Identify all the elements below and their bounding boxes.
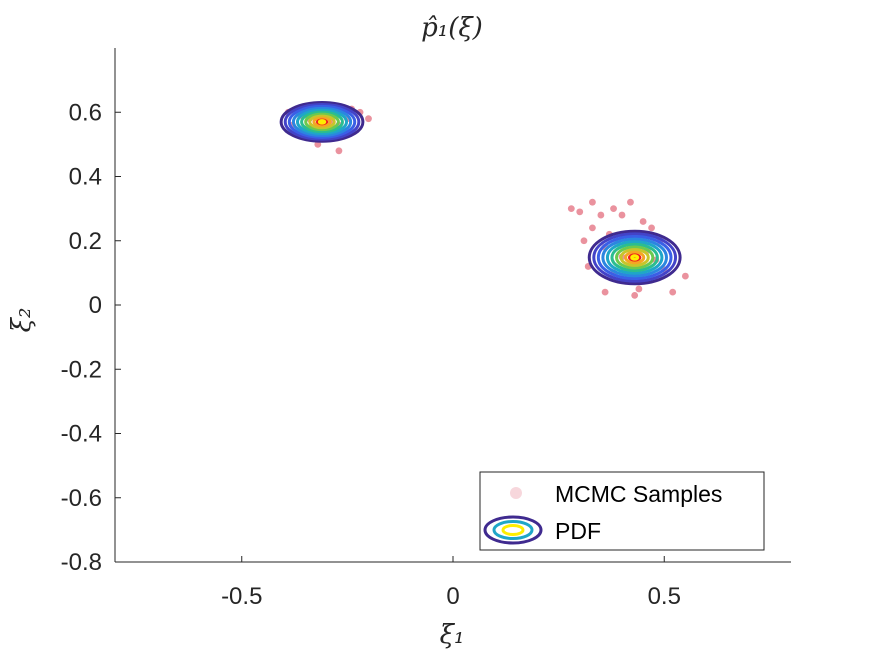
- y-tick-label: -0.2: [61, 356, 102, 383]
- legend-marker-pdf-inner: [501, 524, 525, 536]
- mcmc-sample-point: [597, 211, 605, 219]
- pdf-contour-level: [300, 110, 344, 134]
- pdf-contour-level: [308, 114, 336, 130]
- pdf-contour-level: [601, 237, 668, 278]
- mcmc-sample-point: [639, 218, 647, 225]
- pdf-contour-peak: [630, 254, 640, 261]
- pdf-contour-peak: [317, 119, 327, 125]
- mcmc-sample-point: [635, 285, 643, 293]
- legend-marker-samples: [510, 487, 522, 499]
- mcmc-sample-point: [627, 198, 634, 206]
- chart-title: p̂₁(ξ): [421, 13, 483, 43]
- x-tick-label: -0.5: [221, 583, 262, 610]
- mcmc-sample-point: [580, 237, 588, 245]
- pdf-contour-level: [615, 245, 655, 270]
- mcmc-sample-point: [365, 115, 372, 123]
- y-tick-label: 0.2: [69, 228, 102, 255]
- y-tick-label: 0.4: [69, 164, 102, 191]
- pdf-contour-level: [592, 232, 678, 283]
- x-axis-label: ξ₁: [440, 620, 465, 650]
- y-tick-label: -0.6: [61, 485, 102, 512]
- mcmc-sample-point: [335, 147, 343, 155]
- mcmc-sample-point: [669, 288, 677, 296]
- pdf-contour-level: [287, 104, 357, 139]
- mcmc-sample-point: [601, 288, 609, 296]
- y-axis-label: ξ₂: [7, 308, 37, 333]
- mcmc-sample-point: [589, 198, 596, 206]
- y-tick-label: 0: [89, 292, 102, 319]
- pdf-contour-level: [610, 242, 659, 273]
- y-tick-label: 0.6: [69, 99, 102, 126]
- plot-area: [279, 101, 689, 299]
- pdf-contour-level: [596, 234, 673, 280]
- axes: -0.5 0 0.5 -0.8 -0.6 -0.4 -0.2 0 0.2 0.4 0.6: [61, 48, 791, 610]
- legend-marker-pdf-middle: [492, 520, 534, 540]
- legend: MCMC Samples PDF: [479, 471, 765, 551]
- pdf-contour-level: [605, 240, 664, 275]
- legend-box: [479, 471, 765, 551]
- legend-label-pdf: PDF: [555, 518, 601, 544]
- mcmc-sample-point: [567, 205, 575, 213]
- mcmc-sample-point: [648, 224, 655, 232]
- mcmc-sample-point: [610, 205, 617, 213]
- pdf-contour-level: [619, 248, 650, 267]
- mcmc-sample-point: [576, 208, 584, 216]
- pdf-contour-level: [312, 116, 332, 128]
- pdf-contour-level: [295, 108, 349, 135]
- legend-label-samples: MCMC Samples: [555, 481, 722, 507]
- mcmc-sample-point: [618, 211, 626, 219]
- legend-marker-pdf-outer: [483, 515, 543, 545]
- pdf-contour-level: [291, 106, 353, 137]
- mcmc-sample-point: [631, 291, 639, 299]
- x-tick-label: 0: [446, 583, 459, 610]
- pdf-contour-level: [279, 101, 365, 143]
- pdf-contour-level: [283, 102, 361, 141]
- y-tick-label: -0.4: [61, 421, 102, 448]
- mcmc-sample-point: [589, 224, 596, 232]
- pdf-contour-level: [304, 112, 340, 132]
- pdf-contour-level: [587, 229, 682, 286]
- mcmc-sample-point: [681, 272, 689, 280]
- x-tick-label: 0.5: [648, 583, 681, 610]
- pdf-contour-level: [624, 250, 646, 265]
- y-tick-label: -0.8: [61, 549, 102, 576]
